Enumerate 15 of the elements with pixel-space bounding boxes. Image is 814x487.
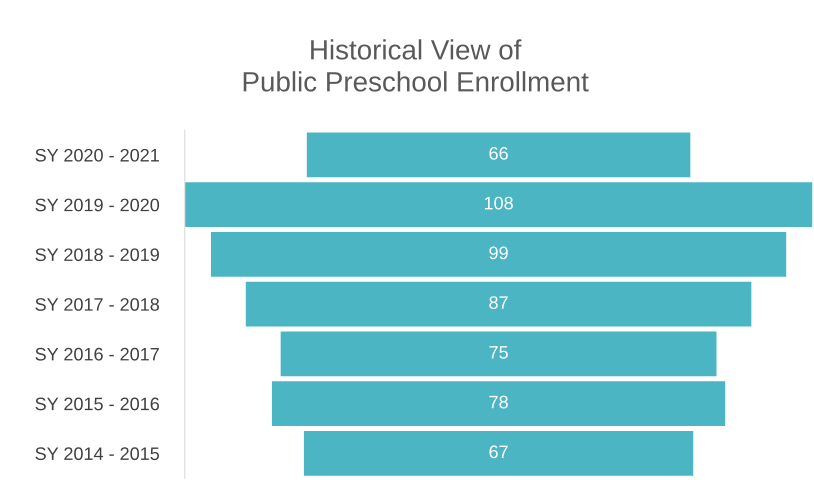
data-label: 108 — [484, 196, 513, 210]
data-label: 66 — [489, 146, 508, 160]
category-label: SY 2018 - 2019 — [35, 248, 159, 262]
category-label: SY 2014 - 2015 — [35, 447, 160, 460]
data-label: 99 — [489, 246, 508, 260]
category-label: SY 2016 - 2017 — [35, 348, 159, 361]
category-label: SY 2020 - 2021 — [35, 148, 159, 162]
data-label: 75 — [489, 346, 508, 359]
category-label: SY 2015 - 2016 — [35, 398, 159, 410]
data-label: 87 — [489, 296, 508, 309]
category-label: SY 2019 - 2020 — [35, 198, 160, 212]
data-label: 67 — [489, 445, 508, 458]
category-label: SY 2017 - 2018 — [35, 298, 159, 311]
data-label: 78 — [489, 396, 508, 408]
text: Historical View of Public Preschool Enrollment — [244, 39, 589, 92]
